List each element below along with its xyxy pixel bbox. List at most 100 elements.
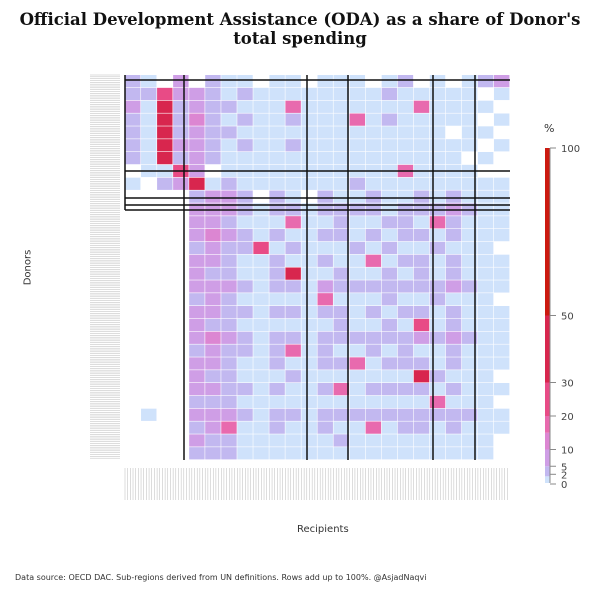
- colorbar-tick-label: 30: [561, 379, 574, 390]
- heatmap-cell: [413, 434, 430, 447]
- heatmap-cell: [477, 421, 494, 434]
- heatmap-cell: [173, 100, 189, 113]
- heatmap-cell: [269, 190, 285, 203]
- heatmap-cell: [189, 177, 205, 190]
- heatmap-cell: [397, 306, 414, 319]
- heatmap-cell: [269, 216, 285, 229]
- heatmap-cell: [285, 293, 301, 306]
- heatmap-cell: [445, 447, 462, 460]
- heatmap-cell: [333, 190, 349, 203]
- heatmap-cell: [461, 113, 478, 126]
- heatmap-cell: [381, 216, 398, 229]
- heatmap-cell: [381, 267, 398, 280]
- heatmap-cell: [429, 87, 446, 101]
- heatmap-cell: [349, 190, 366, 203]
- heatmap-cell: [365, 100, 382, 113]
- heatmap-cell: [445, 190, 462, 203]
- heatmap-cell: [333, 75, 349, 88]
- heatmap-cell: [317, 383, 333, 396]
- heatmap-cell: [269, 254, 285, 267]
- heatmap-cell: [237, 395, 253, 409]
- colorbar-tick-label: 10: [561, 446, 574, 457]
- heatmap-cell: [429, 75, 446, 88]
- heatmap-cell: [461, 306, 478, 319]
- heatmap-cell: [493, 408, 510, 421]
- heatmap-cell: [189, 395, 205, 409]
- colorbar-tick-label: 50: [561, 312, 574, 323]
- heatmap-cell: [365, 126, 382, 139]
- heatmap-cell: [381, 421, 398, 434]
- heatmap-cell: [269, 408, 285, 421]
- heatmap-cell: [205, 293, 221, 306]
- heatmap-cell: [237, 100, 253, 113]
- heatmap-cell: [221, 408, 237, 421]
- heatmap-cell: [205, 126, 221, 139]
- heatmap-cell: [157, 87, 173, 101]
- heatmap-cell: [413, 254, 430, 267]
- heatmap-cell: [413, 241, 430, 255]
- heatmap-cell: [221, 421, 237, 434]
- heatmap-cell: [269, 357, 285, 370]
- heatmap-cell: [429, 447, 446, 460]
- heatmap-cell: [317, 139, 333, 152]
- heatmap-cell: [461, 383, 478, 396]
- heatmap-cell: [365, 267, 382, 280]
- heatmap-cell: [301, 152, 317, 165]
- heatmap-cell: [285, 75, 301, 88]
- heatmap-cell: [173, 87, 189, 101]
- heatmap-cell: [221, 87, 237, 101]
- heatmap-cell: [461, 318, 478, 332]
- heatmap-cell: [349, 395, 366, 409]
- heatmap-cell: [477, 100, 494, 113]
- heatmap-cell: [221, 190, 237, 203]
- heatmap-cell: [365, 293, 382, 306]
- heatmap-cell: [445, 318, 462, 332]
- heatmap-cell: [349, 318, 366, 332]
- heatmap-cell: [237, 152, 253, 165]
- heatmap-cell: [365, 139, 382, 152]
- heatmap-cell: [189, 216, 205, 229]
- heatmap-cell: [253, 216, 269, 229]
- heatmap-cell: [445, 421, 462, 434]
- heatmap-cell: [141, 87, 157, 101]
- heatmap-cell: [445, 383, 462, 396]
- heatmap-cell: [237, 267, 253, 280]
- heatmap-cell: [205, 434, 221, 447]
- heatmap-cell: [237, 241, 253, 255]
- heatmap-cell: [237, 216, 253, 229]
- heatmap-cell: [301, 229, 317, 242]
- heatmap-cell: [221, 293, 237, 306]
- heatmap-cell: [397, 254, 414, 267]
- heatmap-cell: [333, 126, 349, 139]
- heatmap-cell: [317, 126, 333, 139]
- heatmap-cell: [381, 75, 398, 88]
- chart-title: Official Development Assistance (ODA) as…: [19, 10, 581, 48]
- heatmap-cell: [397, 87, 414, 101]
- heatmap-cell: [237, 370, 253, 383]
- heatmap-cell: [381, 434, 398, 447]
- heatmap-cell: [317, 216, 333, 229]
- heatmap-cell: [253, 267, 269, 280]
- heatmap-cell: [493, 331, 510, 344]
- heatmap-cell: [173, 152, 189, 165]
- heatmap-cell: [253, 357, 269, 370]
- heatmap-cell: [493, 75, 510, 88]
- heatmap-cell: [269, 344, 285, 357]
- heatmap-cell: [381, 447, 398, 460]
- heatmap-cell: [461, 447, 478, 460]
- colorbar-bin: [545, 315, 550, 383]
- heatmap-cell: [205, 421, 221, 434]
- heatmap-cell: [205, 318, 221, 332]
- heatmap-cell: [493, 383, 510, 396]
- heatmap-cell: [429, 139, 446, 152]
- heatmap-cell: [237, 280, 253, 293]
- heatmap-cell: [205, 75, 221, 88]
- heatmap-cell: [269, 370, 285, 383]
- heatmap-cell: [285, 267, 301, 280]
- heatmap-cell: [141, 113, 157, 126]
- heatmap-cell: [445, 267, 462, 280]
- colorbar-bin: [545, 449, 550, 467]
- heatmap-cell: [317, 434, 333, 447]
- heatmap-cell: [221, 177, 237, 190]
- heatmap-cell: [493, 190, 510, 203]
